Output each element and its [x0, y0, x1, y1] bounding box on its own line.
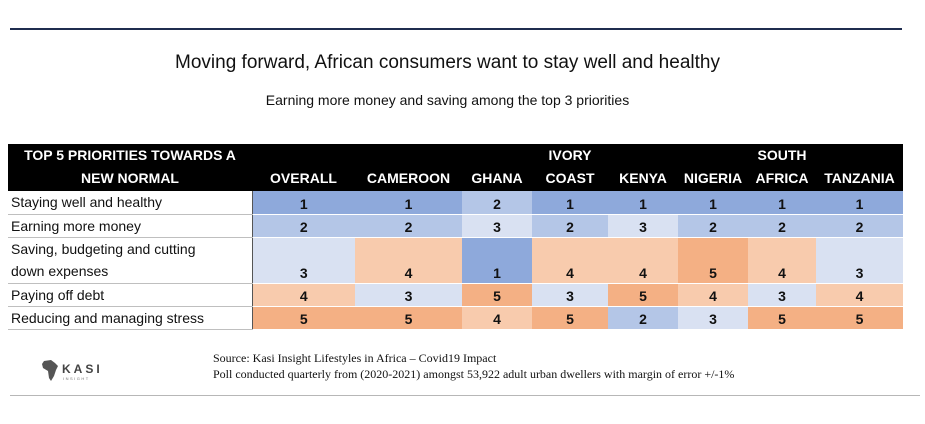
column-header-line1: SOUTH	[757, 147, 807, 163]
rank-cell: 1	[355, 191, 462, 215]
column-header-line2: AFRICA	[755, 170, 809, 186]
table-row: Staying well and healthy 1 1 2 1 1 1 1 1	[8, 191, 903, 215]
row-label-line: Earning more money	[11, 217, 141, 234]
rank-cell: 4	[252, 283, 355, 307]
header-row: TOP 5 PRIORITIES TOWARDS A NEW NORMAL OV…	[8, 144, 903, 191]
table-row: Saving, budgeting and cutting down expens…	[8, 237, 903, 284]
table-row: Reducing and managing stress 5 5 4 5 2 3 5 5	[8, 306, 903, 330]
row-label: Reducing and managing stress	[8, 306, 253, 330]
rank-cell: 4	[608, 237, 678, 284]
column-header: GHANA	[462, 144, 532, 191]
row-label-line: Staying well and healthy	[11, 194, 162, 211]
row-label-line: down expenses	[11, 263, 109, 279]
rank-cell: 2	[608, 306, 678, 330]
row-label: Staying well and healthy	[8, 191, 253, 215]
source-line-2: Poll conducted quarterly from (2020-2021…	[213, 367, 735, 381]
rank-cell: 5	[462, 283, 532, 307]
rank-cell: 5	[678, 237, 748, 284]
rank-cell: 1	[252, 191, 355, 215]
rank-cell: 2	[355, 214, 462, 238]
rank-cell: 1	[678, 191, 748, 215]
row-label-line: Reducing and managing stress	[11, 309, 205, 326]
column-header: CAMEROON	[355, 144, 462, 191]
rank-cell: 5	[816, 306, 903, 330]
column-header-line2: KENYA	[619, 170, 667, 186]
rank-cell: 4	[748, 237, 816, 284]
rank-cell: 1	[532, 191, 608, 215]
rank-cell: 3	[532, 283, 608, 307]
row-label: Saving, budgeting and cutting down expens…	[8, 237, 253, 284]
rank-cell: 3	[355, 283, 462, 307]
rank-cell: 1	[816, 191, 903, 215]
rank-cell: 5	[252, 306, 355, 330]
source-note: Source: Kasi Insight Lifestyles in Afric…	[213, 350, 734, 382]
row-label: Earning more money	[8, 214, 253, 238]
chart-title: Moving forward, African consumers want t…	[175, 52, 720, 73]
rank-cell: 3	[462, 214, 532, 238]
priorities-table: TOP 5 PRIORITIES TOWARDS A NEW NORMAL OV…	[8, 144, 903, 330]
rank-cell: 1	[608, 191, 678, 215]
kasi-logo: KASI INSIGHT	[42, 360, 103, 381]
column-header-line2: OVERALL	[270, 170, 337, 186]
rank-cell: 4	[462, 306, 532, 330]
rank-cell: 4	[678, 283, 748, 307]
column-header-line2: NIGERIA	[683, 170, 743, 186]
rank-cell: 1	[462, 237, 532, 284]
source-line-1: Source: Kasi Insight Lifestyles in Afric…	[213, 351, 497, 365]
rank-cell: 2	[462, 191, 532, 215]
rank-cell: 2	[252, 214, 355, 238]
corner-header-line2: NEW NORMAL	[81, 170, 179, 186]
column-header-line1	[678, 144, 748, 167]
column-header-line1	[355, 144, 462, 167]
table-row: Paying off debt 4 3 5 3 5 4 3 4	[8, 283, 903, 307]
row-label-line: Paying off debt	[11, 286, 105, 303]
corner-header-line1: TOP 5 PRIORITIES TOWARDS A	[24, 147, 236, 163]
table-row: Earning more money 2 2 3 2 3 2 2 2	[8, 214, 903, 238]
rank-cell: 2	[816, 214, 903, 238]
bottom-rule	[10, 395, 920, 396]
column-header-line1	[608, 144, 678, 167]
africa-map-icon	[42, 360, 58, 381]
column-header: TANZANIA	[816, 144, 903, 191]
column-header-line1	[462, 144, 532, 167]
column-header: SOUTH AFRICA	[748, 144, 816, 191]
table-body: Staying well and healthy 1 1 2 1 1 1 1 1 Earning …	[8, 191, 903, 330]
column-header: IVORY COAST	[532, 144, 608, 191]
column-header: OVERALL	[252, 144, 355, 191]
column-header: NIGERIA	[678, 144, 748, 191]
rank-cell: 4	[355, 237, 462, 284]
column-header-line2: CAMEROON	[366, 170, 451, 186]
rank-cell: 3	[608, 214, 678, 238]
rank-cell: 4	[532, 237, 608, 284]
row-label-line: Saving, budgeting and cutting	[11, 241, 196, 257]
row-label: Paying off debt	[8, 283, 253, 307]
chart-subtitle: Earning more money and saving among the …	[265, 92, 630, 108]
rank-cell: 4	[816, 283, 903, 307]
rank-cell: 1	[748, 191, 816, 215]
column-header-line1	[816, 144, 903, 167]
rank-cell: 3	[748, 283, 816, 307]
column-header-line1	[252, 144, 355, 167]
corner-header: TOP 5 PRIORITIES TOWARDS A NEW NORMAL	[8, 144, 252, 191]
rank-cell: 3	[816, 237, 903, 284]
column-header-line2: GHANA	[471, 170, 523, 186]
column-header-line2: COAST	[545, 170, 595, 186]
logo-name: KASI	[62, 362, 103, 376]
rank-cell: 2	[678, 214, 748, 238]
rank-cell: 5	[532, 306, 608, 330]
rank-cell: 2	[748, 214, 816, 238]
rank-cell: 5	[608, 283, 678, 307]
rank-cell: 5	[748, 306, 816, 330]
rank-cell: 3	[678, 306, 748, 330]
column-header-line2: TANZANIA	[824, 170, 895, 186]
rank-cell: 3	[252, 237, 355, 284]
rank-cell: 2	[532, 214, 608, 238]
column-header: KENYA	[608, 144, 678, 191]
column-header-line1: IVORY	[548, 147, 592, 163]
top-rule	[10, 28, 902, 30]
logo-tagline: INSIGHT	[63, 376, 90, 381]
rank-cell: 5	[355, 306, 462, 330]
